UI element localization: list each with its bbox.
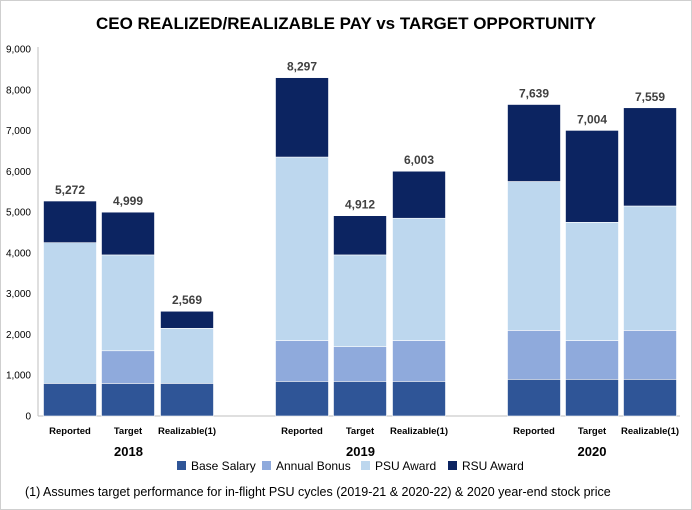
x-group-label: 2019 (346, 444, 375, 459)
x-category-label: Target (114, 426, 143, 437)
bar-total-label: 2,569 (172, 293, 202, 307)
bar-segment-rsu-award (507, 104, 561, 182)
bar-segment-rsu-award (101, 211, 155, 256)
bar-segment-rsu-award (43, 200, 97, 243)
bar-total-label: 8,297 (287, 60, 317, 74)
x-category-label: Reported (513, 426, 555, 437)
bar-total-label: 4,912 (345, 198, 375, 212)
bar-total-label: 4,999 (113, 194, 143, 208)
bar-segment-base-salary (275, 381, 329, 417)
bar-segment-annual-bonus (275, 340, 329, 382)
legend-swatch (361, 461, 370, 470)
x-category-label: Realizable(1) (390, 426, 448, 437)
bar-segment-psu-award (392, 217, 446, 341)
x-group-label: 2018 (114, 444, 143, 459)
y-tick-label: 0 (25, 412, 31, 423)
bar-segment-rsu-award (623, 107, 677, 207)
bar-segment-annual-bonus (565, 340, 619, 380)
bar-segment-rsu-award (160, 310, 214, 329)
bar-segment-base-salary (43, 383, 97, 417)
legend-label: Base Salary (191, 459, 256, 473)
bar-segment-base-salary (507, 378, 561, 417)
bar-segment-rsu-award (275, 77, 329, 158)
footnote: (1) Assumes target performance for in-fl… (25, 485, 611, 499)
bar-segment-psu-award (275, 156, 329, 341)
x-category-label: Target (578, 426, 607, 437)
bar-total-label: 7,639 (519, 86, 549, 100)
y-tick-label: 6,000 (6, 167, 31, 178)
bar-segment-rsu-award (333, 215, 387, 256)
bar-segment-base-salary (160, 383, 214, 417)
bar-segment-base-salary (565, 378, 619, 417)
bar-segment-base-salary (333, 381, 387, 417)
y-tick-label: 1,000 (6, 371, 31, 382)
bar-segment-base-salary (623, 378, 677, 417)
bar-segment-annual-bonus (101, 350, 155, 384)
bar-segment-psu-award (565, 222, 619, 341)
legend-swatch (262, 461, 271, 470)
bar-segment-psu-award (43, 242, 97, 384)
y-tick-label: 2,000 (6, 330, 31, 341)
legend-label: PSU Award (375, 459, 436, 473)
bar-segment-psu-award (333, 254, 387, 347)
bar-segment-base-salary (101, 383, 155, 417)
y-tick-label: 4,000 (6, 248, 31, 259)
x-category-label: Reported (49, 426, 91, 437)
legend-label: RSU Award (462, 459, 524, 473)
bar-segment-rsu-award (392, 170, 446, 219)
x-group-label: 2020 (578, 444, 607, 459)
bar-total-label: 6,003 (404, 153, 434, 167)
y-tick-label: 3,000 (6, 289, 31, 300)
y-tick-label: 5,000 (6, 208, 31, 219)
y-tick-label: 8,000 (6, 85, 31, 96)
bar-total-label: 5,272 (55, 183, 85, 197)
bar-segment-annual-bonus (507, 330, 561, 380)
x-category-label: Realizable(1) (621, 426, 679, 437)
bar-segment-annual-bonus (392, 340, 446, 382)
legend-swatch (448, 461, 457, 470)
bar-segment-annual-bonus (623, 330, 677, 380)
bar-segment-psu-award (623, 205, 677, 331)
y-tick-label: 7,000 (6, 126, 31, 137)
bar-segment-rsu-award (565, 130, 619, 223)
bar-segment-annual-bonus (333, 346, 387, 382)
bar-segment-base-salary (392, 381, 446, 417)
bar-segment-psu-award (160, 328, 214, 384)
bar-total-label: 7,004 (577, 112, 607, 126)
y-tick-label: 9,000 (6, 45, 31, 56)
bar-total-label: 7,559 (635, 90, 665, 104)
bar-segment-psu-award (101, 254, 155, 352)
x-category-label: Reported (281, 426, 323, 437)
bar-segment-psu-award (507, 181, 561, 331)
legend-swatch (177, 461, 186, 470)
x-category-label: Target (346, 426, 375, 437)
legend-label: Annual Bonus (276, 459, 351, 473)
chart-title: CEO REALIZED/REALIZABLE PAY vs TARGET OP… (96, 14, 596, 33)
x-category-label: Realizable(1) (158, 426, 216, 437)
